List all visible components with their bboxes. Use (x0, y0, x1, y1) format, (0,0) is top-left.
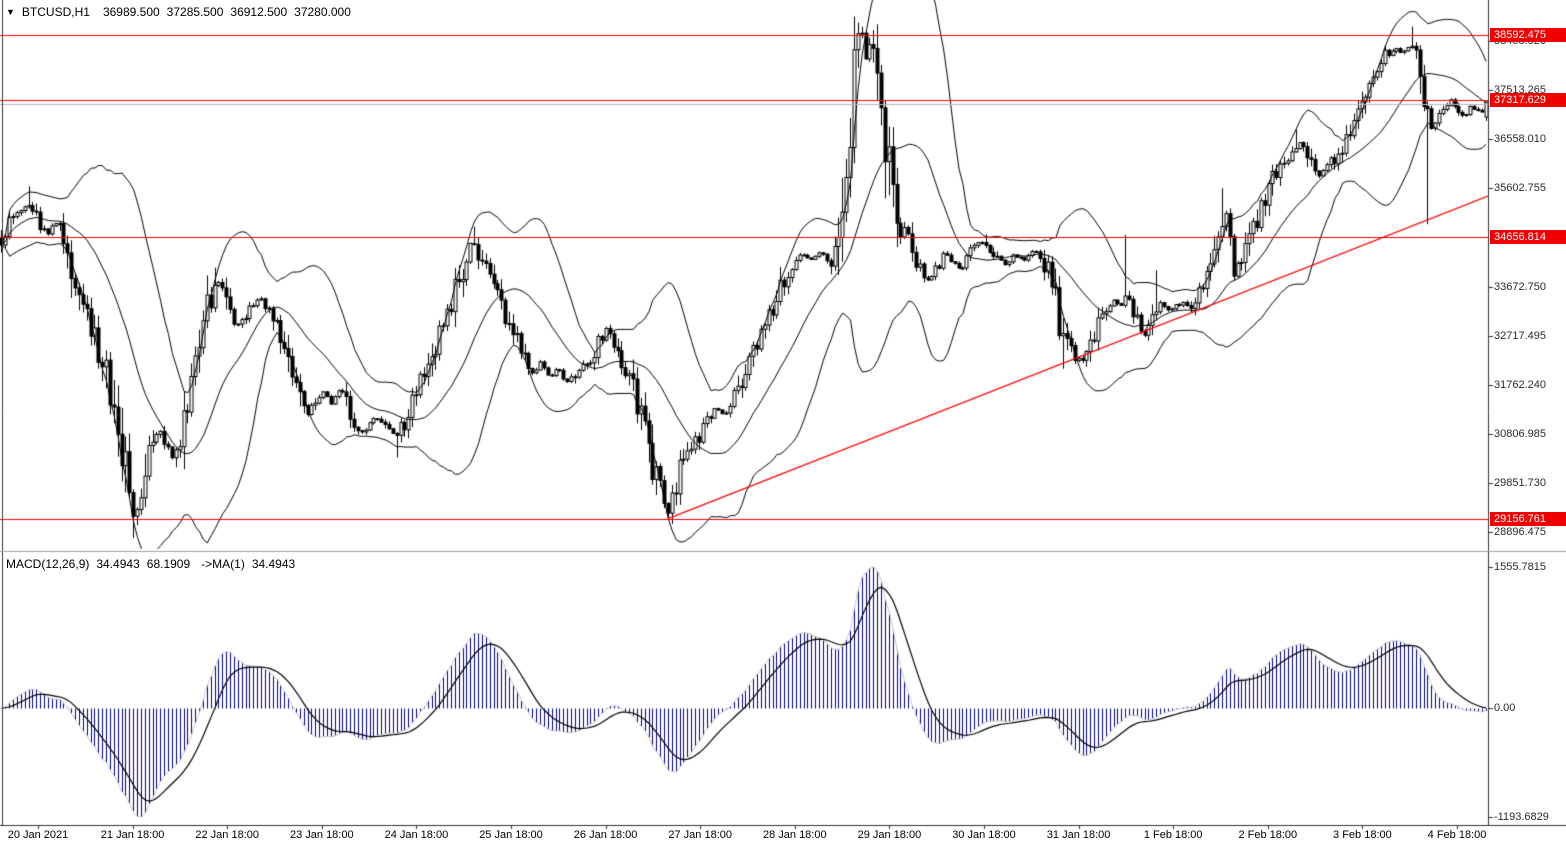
bar-low-value: 36912.500 (230, 5, 288, 19)
macd-main-value: 34.4943 (96, 557, 140, 571)
time-axis-label: 24 Jan 18:00 (384, 829, 449, 841)
time-axis-label: 3 Feb 18:00 (1333, 829, 1392, 841)
price-line-badge: 37317.629 (1490, 93, 1566, 108)
time-axis-label: 21 Jan 18:00 (100, 829, 165, 841)
macd-signal-value: 68.1909 (146, 557, 191, 571)
price-tick-label: 37513.265 (1494, 84, 1546, 97)
time-axis-label: 26 Jan 18:00 (573, 829, 638, 841)
macd-tick-label: 1555.7815 (1494, 561, 1546, 573)
bar-open-value: 36989.500 (102, 5, 160, 19)
macd-tick-label: 0.00 (1494, 702, 1516, 714)
time-axis-label: 23 Jan 18:00 (289, 829, 354, 841)
symbol-dropdown-icon[interactable]: ▼ (6, 7, 15, 17)
price-line-badge: 34656.814 (1490, 229, 1566, 244)
symbol-timeframe-label: BTCUSD,H1 (21, 5, 90, 19)
price-tick-label: 28896.475 (1494, 526, 1546, 538)
price-tick-label: 35602.755 (1494, 182, 1546, 195)
chart-title: ▼ BTCUSD,H1 36989.500 37285.500 36912.50… (6, 5, 351, 19)
time-axis-label: 4 Feb 18:00 (1427, 829, 1487, 841)
time-axis-label: 29 Jan 18:00 (857, 829, 922, 841)
price-tick-label: 32717.495 (1494, 330, 1546, 343)
bar-high-value: 37285.500 (166, 5, 224, 19)
price-tick-label: 29851.730 (1494, 477, 1546, 489)
time-axis-label: 20 Jan 2021 (7, 829, 69, 841)
price-tick-label: 36558.010 (1494, 133, 1546, 146)
time-axis-label: 30 Jan 18:00 (952, 829, 1016, 841)
time-axis-label: 25 Jan 18:00 (479, 829, 543, 841)
macd-tick-label: -1193.6829 (1494, 811, 1549, 823)
time-axis-label: 27 Jan 18:00 (668, 829, 732, 841)
price-tick-label: 33672.750 (1494, 281, 1546, 294)
price-tick-label: 30806.985 (1494, 428, 1546, 441)
price-line-badge: 29156.761 (1490, 511, 1566, 526)
macd-name: MACD(12,26,9) (6, 557, 90, 571)
macd-indicator-label: MACD(12,26,9) 34.4943 68.1909 ->MA(1) 34… (6, 557, 295, 571)
price-line-badge: 38592.475 (1490, 27, 1566, 42)
time-axis-label: 1 Feb 18:00 (1143, 829, 1203, 841)
time-axis-label: 22 Jan 18:00 (195, 829, 259, 841)
time-axis-label: 31 Jan 18:00 (1046, 829, 1111, 841)
macd-ma-label: ->MA(1) (201, 557, 245, 571)
bar-close-value: 37280.000 (294, 5, 351, 19)
time-axis-label: 28 Jan 18:00 (762, 829, 827, 841)
macd-ma-value: 34.4943 (251, 557, 296, 571)
time-axis-label: 2 Feb 18:00 (1238, 829, 1298, 841)
price-tick-label: 31762.240 (1494, 379, 1546, 392)
